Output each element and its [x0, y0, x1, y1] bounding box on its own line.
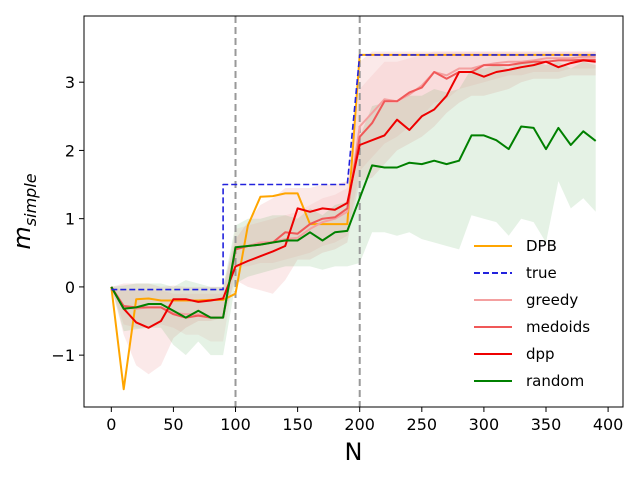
y-tick-label: −1: [51, 346, 75, 365]
legend-label-true: true: [526, 264, 557, 282]
x-tick-label: 0: [106, 415, 116, 434]
y-axis-label-subscript: simple: [21, 173, 40, 226]
x-tick-label: 150: [282, 415, 313, 434]
legend-label-greedy: greedy: [526, 291, 578, 309]
y-tick-label: 0: [65, 278, 75, 297]
x-tick-label: 250: [407, 415, 438, 434]
x-tick-label: 100: [220, 415, 251, 434]
legend-label-medoids: medoids: [526, 318, 590, 336]
y-axis-label-main: m: [8, 226, 36, 249]
series-line-dpp: [110, 59, 596, 329]
axis-ticks: 0 50 100 150 200 250 300 350 400 −1 0 1 2 3: [51, 73, 623, 434]
y-axis-label: msimple: [8, 173, 40, 249]
reference-lines: [234, 16, 361, 407]
legend: DPB true greedy medoids dpp random: [474, 237, 590, 390]
x-axis-label: N: [345, 438, 363, 466]
confidence-band-0: [111, 51, 596, 375]
x-tick-label: 400: [593, 415, 624, 434]
legend-label-DPB: DPB: [526, 237, 557, 255]
legend-label-dpp: dpp: [526, 345, 555, 363]
series-line-true: [111, 54, 596, 291]
x-tick-label: 200: [344, 415, 375, 434]
x-tick-label: 350: [531, 415, 562, 434]
x-tick-label: 300: [469, 415, 500, 434]
legend-label-random: random: [526, 372, 584, 390]
series-line-random: [110, 125, 597, 319]
y-tick-label: 2: [65, 141, 75, 160]
plot-frame: [83, 15, 624, 408]
series-lines: [110, 53, 597, 391]
y-tick-label: 3: [65, 73, 75, 92]
y-tick-label: 1: [65, 210, 75, 229]
x-tick-label: 50: [163, 415, 183, 434]
